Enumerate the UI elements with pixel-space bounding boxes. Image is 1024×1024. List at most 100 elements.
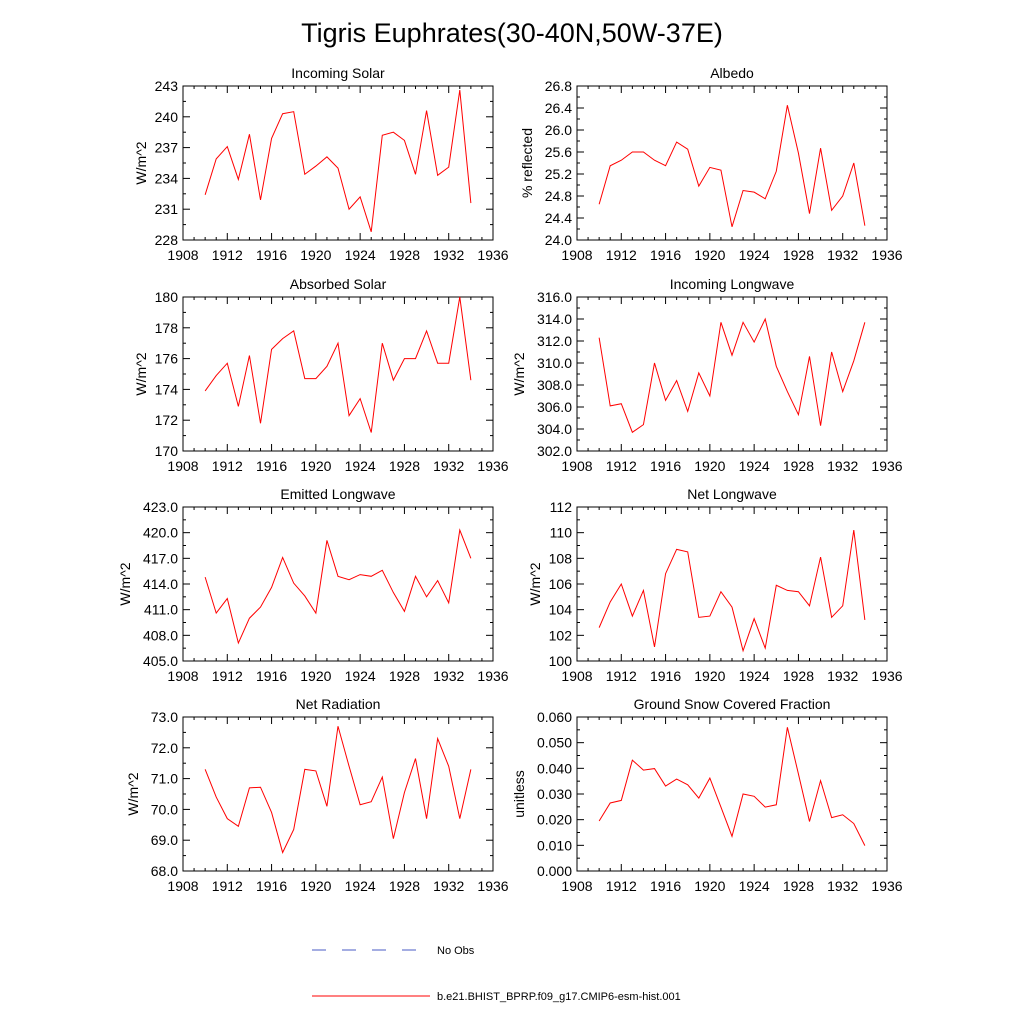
y-tick-label: 70.0 <box>151 801 178 817</box>
x-tick-label: 1928 <box>389 458 420 474</box>
y-tick-label: 316.0 <box>537 289 572 305</box>
x-tick-label: 1936 <box>871 458 902 474</box>
y-tick-label: 178 <box>155 320 179 336</box>
y-axis-label: % reflected <box>519 128 535 198</box>
x-tick-label: 1912 <box>212 668 243 684</box>
legend-label-model: b.e21.BHIST_BPRP.f09_g17.CMIP6-esm-hist.… <box>437 991 681 1003</box>
plot-frame <box>576 506 888 662</box>
y-tick-label: 0.060 <box>537 709 572 725</box>
y-tick-label: 26.0 <box>545 122 572 138</box>
series-line <box>598 530 866 653</box>
x-tick-label: 1924 <box>345 878 376 894</box>
y-tick-label: 420.0 <box>143 525 178 541</box>
y-tick-label: 408.0 <box>143 627 178 643</box>
legend-label-no-obs: No Obs <box>437 945 475 957</box>
y-tick-label: 243 <box>155 78 179 94</box>
y-axis-label: W/m^2 <box>511 352 527 395</box>
y-tick-label: 304.0 <box>537 421 572 437</box>
y-tick-label: 112 <box>550 499 573 515</box>
x-tick-label: 1936 <box>871 668 902 684</box>
x-tick-label: 1932 <box>433 668 464 684</box>
x-tick-label: 1928 <box>389 668 420 684</box>
x-tick-label: 1932 <box>433 247 464 263</box>
x-tick-label: 1912 <box>212 878 243 894</box>
y-tick-label: 0.010 <box>537 837 572 853</box>
y-tick-label: 310.0 <box>537 355 572 371</box>
x-tick-label: 1916 <box>650 668 681 684</box>
y-axis-label: W/m^2 <box>133 352 149 395</box>
x-tick-label: 1916 <box>256 458 287 474</box>
x-tick-label: 1932 <box>827 878 858 894</box>
x-tick-label: 1924 <box>739 458 770 474</box>
y-tick-label: 234 <box>155 170 179 186</box>
x-tick-label: 1920 <box>300 458 331 474</box>
y-axis-label: W/m^2 <box>527 562 543 605</box>
y-tick-label: 176 <box>155 351 179 367</box>
x-tick-label: 1936 <box>477 668 508 684</box>
x-tick-label: 1912 <box>606 247 637 263</box>
plot-frame <box>576 296 888 452</box>
y-tick-label: 24.8 <box>545 188 572 204</box>
x-tick-label: 1932 <box>433 878 464 894</box>
y-tick-label: 240 <box>155 109 179 125</box>
panel-albedo: Albedo 1908 1912 1916 1920 1924 1928 1932 1936 24… <box>519 65 903 263</box>
series-line <box>598 317 866 434</box>
x-tick-label: 1908 <box>167 458 198 474</box>
y-tick-label: 26.4 <box>545 100 572 116</box>
panel-ground-snow-covered-fraction: Ground Snow Covered Fraction 1908 1912 1916… <box>511 696 903 894</box>
y-tick-label: 0.020 <box>537 812 572 828</box>
y-axis-label: W/m^2 <box>133 141 149 184</box>
y-tick-label: 106 <box>549 576 573 592</box>
x-tick-label: 1928 <box>783 458 814 474</box>
x-tick-label: 1916 <box>650 458 681 474</box>
y-axis-label: W/m^2 <box>117 562 133 605</box>
x-tick-label: 1908 <box>561 878 592 894</box>
y-tick-label: 108 <box>549 550 573 566</box>
x-tick-label: 1928 <box>783 878 814 894</box>
panel-emitted-longwave: Emitted Longwave 1908 1912 1916 1920 1924 1928… <box>117 486 509 684</box>
x-tick-label: 1936 <box>871 247 902 263</box>
x-tick-label: 1920 <box>300 878 331 894</box>
panel-absorbed-solar: Absorbed Solar 1908 1912 1916 1920 1924 1928 19… <box>133 276 509 474</box>
x-tick-label: 1924 <box>739 247 770 263</box>
y-tick-label: 302.0 <box>537 443 572 459</box>
plot-frame <box>576 85 888 241</box>
x-tick-label: 1920 <box>694 878 725 894</box>
x-tick-label: 1936 <box>477 247 508 263</box>
panel-net-longwave: Net Longwave 1908 1912 1916 1920 1924 1928 1932… <box>527 486 903 684</box>
panel-title: Net Radiation <box>296 696 381 712</box>
x-tick-label: 1912 <box>606 878 637 894</box>
x-tick-label: 1908 <box>167 668 198 684</box>
y-tick-label: 237 <box>155 140 179 156</box>
y-tick-label: 312.0 <box>537 333 572 349</box>
series-line <box>204 90 472 232</box>
chart-panels: Incoming Solar 1908 1912 1916 1920 1924 1928 19… <box>117 65 903 894</box>
series-line <box>204 296 472 433</box>
x-tick-label: 1924 <box>345 458 376 474</box>
x-tick-label: 1912 <box>212 458 243 474</box>
panel-title: Ground Snow Covered Fraction <box>634 696 831 712</box>
plot-frame <box>182 85 494 241</box>
y-tick-label: 68.0 <box>151 863 178 879</box>
x-tick-label: 1916 <box>256 668 287 684</box>
y-tick-label: 24.0 <box>545 232 572 248</box>
x-tick-label: 1924 <box>345 668 376 684</box>
y-tick-label: 228 <box>155 232 179 248</box>
y-tick-label: 0.040 <box>537 760 572 776</box>
y-tick-label: 26.8 <box>545 78 572 94</box>
y-tick-label: 71.0 <box>151 771 178 787</box>
x-tick-label: 1920 <box>300 247 331 263</box>
x-tick-label: 1932 <box>827 458 858 474</box>
plot-frame <box>182 716 494 872</box>
x-tick-label: 1908 <box>561 668 592 684</box>
x-tick-label: 1932 <box>827 668 858 684</box>
x-tick-label: 1936 <box>477 878 508 894</box>
x-tick-label: 1912 <box>606 458 637 474</box>
series-line <box>204 528 472 645</box>
x-tick-label: 1936 <box>477 458 508 474</box>
y-tick-label: 24.4 <box>545 210 572 226</box>
y-tick-label: 174 <box>155 381 179 397</box>
x-tick-label: 1932 <box>433 458 464 474</box>
y-tick-label: 110 <box>550 525 573 541</box>
x-tick-label: 1932 <box>827 247 858 263</box>
